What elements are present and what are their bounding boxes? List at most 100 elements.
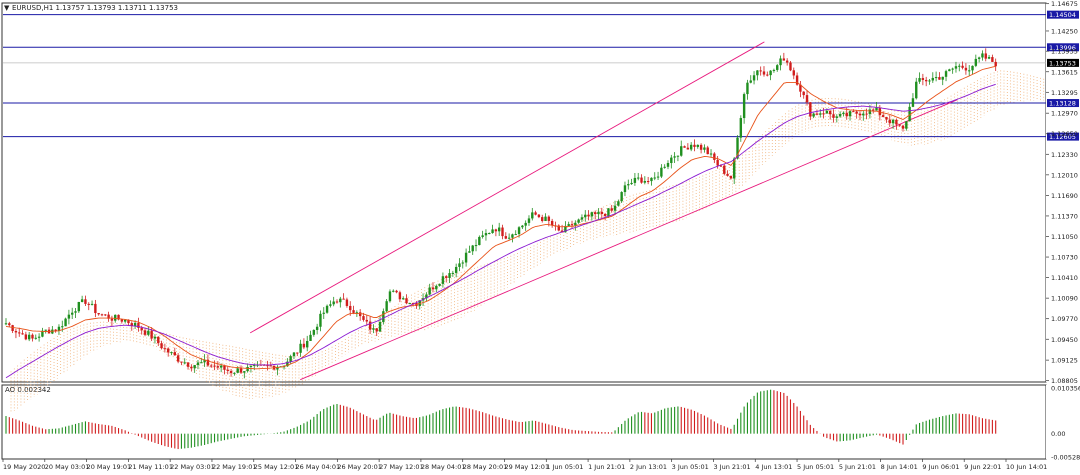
candle-body (289, 356, 292, 362)
candle-body (100, 314, 104, 316)
level-price-label: 1.13996 (1049, 44, 1076, 52)
candle-body (544, 216, 547, 222)
ao-axis-ticks: 0.010356 0.00 -0.005288 (1051, 385, 1080, 462)
candle-body (862, 113, 865, 116)
candle-body (660, 167, 663, 177)
price-tick-label: 1.11690 (1051, 192, 1078, 200)
candle-body (640, 177, 643, 183)
candle-body (716, 159, 719, 166)
time-tick-label: 1 Jun 05:01 (546, 463, 583, 471)
candle-body (382, 311, 385, 323)
candle-body (517, 227, 521, 235)
candle-body (408, 303, 412, 305)
candle-body (958, 65, 961, 67)
dropdown-arrow-icon[interactable]: ▼ (4, 4, 10, 12)
candle-body (600, 211, 603, 214)
candle-body (501, 227, 504, 237)
candle-body (494, 229, 498, 232)
candle-body (127, 319, 130, 324)
level-price-label: 1.13128 (1049, 100, 1076, 108)
candle-body (216, 366, 220, 368)
candle-body (186, 362, 190, 367)
ao-histogram (5, 389, 997, 450)
candle-body (858, 113, 862, 116)
current-price-label: 1.13753 (1049, 59, 1076, 67)
candle-body (891, 119, 895, 124)
candle-body (451, 272, 455, 274)
candle-body (776, 65, 779, 70)
candle-body (468, 251, 471, 253)
candle-body (852, 111, 855, 113)
candle-body (276, 366, 279, 370)
candle-body (71, 312, 74, 315)
candle-body (80, 299, 84, 302)
trend-channel[interactable] (249, 41, 958, 381)
candle-body (719, 165, 723, 167)
candle-body (61, 326, 64, 328)
price-tick-label: 1.12010 (1051, 171, 1078, 179)
candle-body (481, 235, 484, 237)
candle-body (656, 176, 660, 178)
candle-body (18, 332, 21, 334)
candle-body (527, 218, 531, 223)
candle-body (762, 71, 766, 75)
price-tick-label: 1.09770 (1051, 315, 1078, 323)
time-tick-label: 29 May 12:01 (505, 463, 550, 471)
time-tick-label: 9 Jun 22:01 (964, 463, 1001, 471)
candle-body (541, 217, 544, 222)
candle-body (749, 80, 752, 83)
candle-body (789, 62, 792, 71)
time-tick-label: 21 May 11:01 (128, 463, 173, 471)
candle-body (842, 112, 845, 115)
price-tick-label: 1.13935 (1051, 48, 1078, 56)
candle-body (733, 158, 736, 179)
level-price-tag (1047, 10, 1079, 19)
candle-body (120, 319, 124, 322)
candle-body (471, 245, 474, 252)
candle-body (673, 156, 676, 158)
candle-body (663, 166, 666, 168)
candle-body (713, 153, 716, 160)
candle-body (114, 314, 117, 321)
candle-body (627, 184, 630, 186)
price-tick-label: 1.14675 (1051, 0, 1078, 8)
time-tick-label: 9 Jun 06:01 (922, 463, 959, 471)
candle-body (355, 312, 359, 314)
candle-body (564, 225, 567, 233)
candle-body (706, 147, 709, 155)
candle-body (620, 192, 623, 202)
candle-body (845, 112, 848, 117)
level-price-tag (1047, 99, 1079, 108)
candle-body (915, 81, 918, 99)
chart-symbol-header: EURUSD,H1 1.13757 1.13793 1.13711 1.1375… (12, 4, 178, 12)
candle-body (699, 144, 703, 150)
candle-body (170, 352, 173, 354)
price-axis-ticks: 1.14675 1.14250 1.13935 1.13615 1.13295 1.129… (1046, 0, 1078, 385)
candle-body (123, 319, 127, 322)
candle-body (104, 314, 107, 316)
candle-body (901, 125, 905, 129)
candle-body (567, 224, 570, 226)
horizontal-levels[interactable]: 1.14504 1.13996 1.13128 1.12605 1.13753 (3, 10, 1079, 141)
candle-body (309, 334, 312, 341)
price-candles (4, 48, 997, 379)
candle-body (941, 76, 944, 80)
candle-body (210, 365, 213, 367)
candle-body (458, 263, 461, 267)
candle-body (623, 185, 627, 193)
candle-body (388, 291, 392, 302)
candle-body (37, 336, 41, 338)
candle-body (524, 222, 527, 226)
candle-body (597, 211, 600, 215)
candle-body (683, 146, 686, 148)
candle-body (603, 213, 607, 216)
candle-body (378, 322, 382, 332)
candle-body (795, 75, 799, 85)
candle-body (868, 109, 872, 115)
candle-body (34, 337, 37, 339)
candle-body (398, 292, 402, 300)
candle-body (365, 319, 368, 322)
candle-body (292, 352, 296, 357)
candle-body (143, 330, 147, 335)
